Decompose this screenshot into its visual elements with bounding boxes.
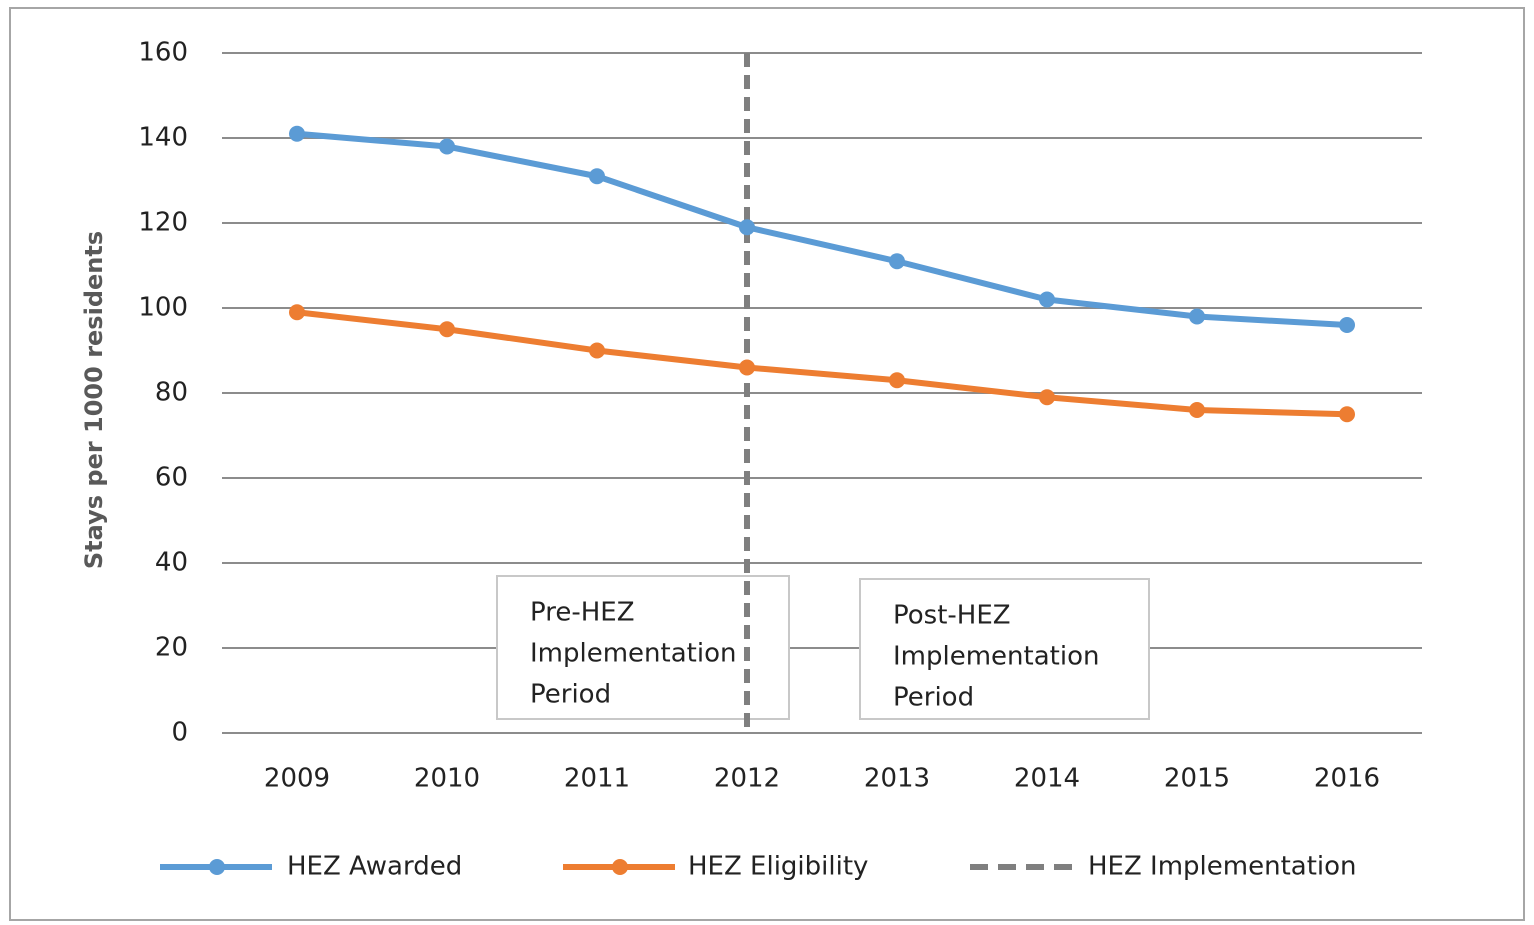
y-tick-label: 60 xyxy=(155,463,188,493)
legend-marker xyxy=(612,859,628,875)
data-point xyxy=(1189,402,1205,418)
data-point xyxy=(739,219,755,236)
data-point xyxy=(1189,308,1205,325)
data-point xyxy=(439,138,455,155)
annotation-text: Period xyxy=(530,680,611,710)
y-tick-label: 140 xyxy=(138,123,188,153)
x-tick-label: 2010 xyxy=(414,764,480,794)
x-tick-label: 2016 xyxy=(1314,764,1380,794)
data-point xyxy=(589,342,605,359)
data-point xyxy=(889,253,905,270)
data-point xyxy=(1339,317,1355,333)
y-axis-title: Stays per 1000 residents xyxy=(80,231,108,569)
data-point xyxy=(289,125,305,142)
data-point xyxy=(889,372,905,389)
series-line xyxy=(296,309,1348,418)
chart-border xyxy=(9,7,1525,921)
data-point xyxy=(739,359,755,376)
data-point xyxy=(289,304,305,321)
data-point xyxy=(439,321,455,338)
legend-marker xyxy=(209,859,225,875)
annotation-text: Implementation xyxy=(893,642,1099,672)
y-tick-label: 80 xyxy=(155,378,188,408)
y-tick-label: 120 xyxy=(138,208,188,238)
annotation-text: Implementation xyxy=(530,639,736,669)
y-tick-label: 20 xyxy=(155,633,188,663)
y-tick-label: 100 xyxy=(138,293,188,323)
data-point xyxy=(1339,406,1355,423)
data-point xyxy=(1039,291,1055,308)
y-tick-label: 0 xyxy=(171,718,188,748)
legend-label: HEZ Awarded xyxy=(287,852,462,882)
series-line xyxy=(296,130,1348,328)
y-tick-label: 160 xyxy=(138,38,188,68)
x-tick-label: 2014 xyxy=(1014,764,1080,794)
x-tick-label: 2013 xyxy=(864,764,930,794)
x-tick-label: 2015 xyxy=(1164,764,1230,794)
data-point xyxy=(589,168,605,185)
annotation-text: Post-HEZ xyxy=(893,601,1011,631)
legend-label: HEZ Eligibility xyxy=(688,852,868,882)
annotation-text: Period xyxy=(893,683,974,713)
y-tick-label: 40 xyxy=(155,548,188,578)
annotation-box xyxy=(496,575,790,720)
annotation-box xyxy=(859,578,1150,720)
x-tick-label: 2009 xyxy=(264,764,330,794)
x-tick-label: 2011 xyxy=(564,764,630,794)
annotation-text: Pre-HEZ xyxy=(530,598,635,628)
x-tick-label: 2012 xyxy=(714,764,780,794)
legend-label: HEZ Implementation xyxy=(1088,852,1357,882)
data-point xyxy=(1039,389,1055,406)
